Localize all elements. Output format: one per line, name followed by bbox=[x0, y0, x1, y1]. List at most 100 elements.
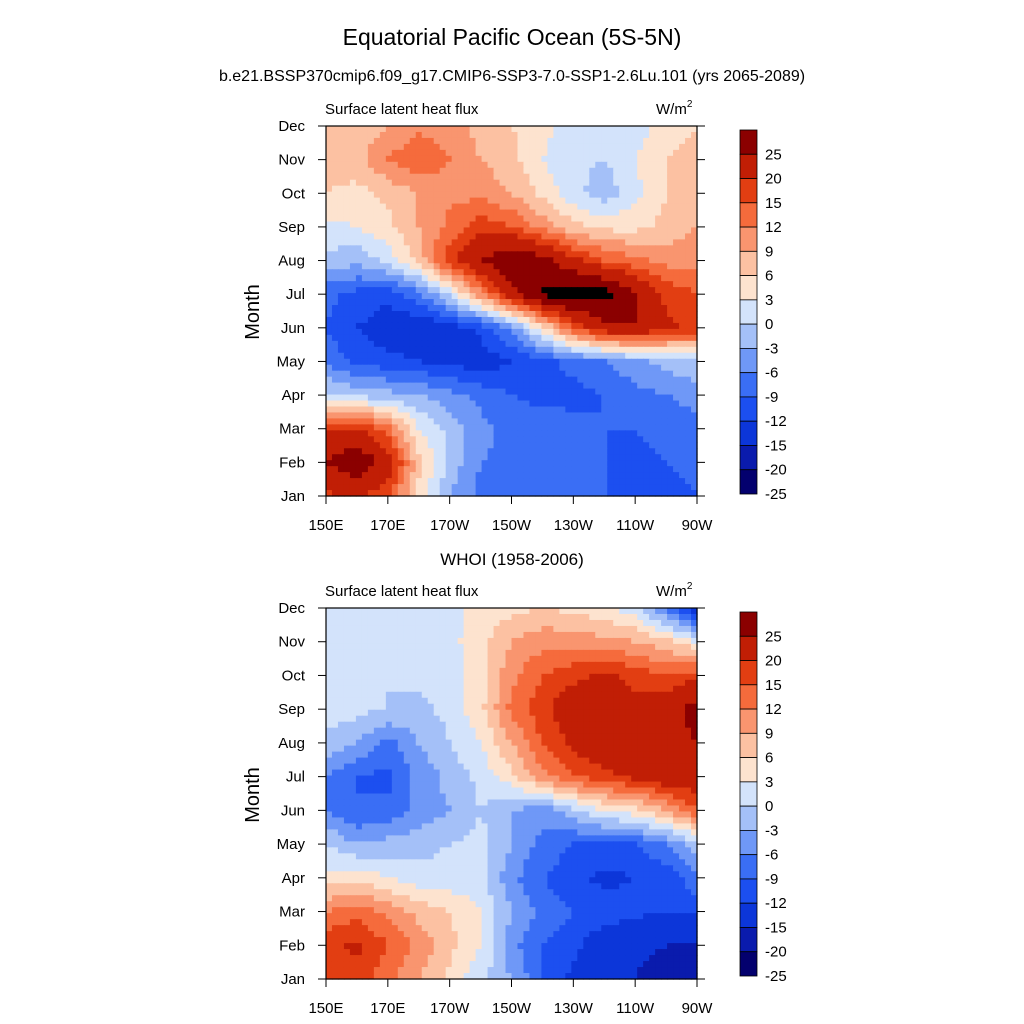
heatmap-cell bbox=[691, 394, 698, 402]
heatmap-cell bbox=[529, 406, 537, 414]
heatmap-cell bbox=[457, 382, 465, 390]
heatmap-cell bbox=[379, 358, 387, 366]
heatmap-cell bbox=[403, 340, 411, 348]
heatmap-cell bbox=[361, 364, 369, 372]
heatmap-cell bbox=[583, 346, 590, 354]
heatmap-cell bbox=[499, 608, 507, 615]
heatmap-cell bbox=[439, 454, 447, 461]
heatmap-cell bbox=[409, 263, 417, 270]
heatmap-cell bbox=[355, 484, 363, 491]
heatmap-cell bbox=[643, 370, 650, 378]
heatmap-cell bbox=[499, 340, 507, 348]
heatmap-cell bbox=[601, 334, 608, 342]
heatmap-cell bbox=[469, 685, 477, 693]
heatmap-cell bbox=[331, 643, 339, 651]
heatmap-cell bbox=[541, 382, 548, 390]
heatmap-cell bbox=[559, 209, 566, 217]
heatmap-cell bbox=[607, 221, 614, 229]
heatmap-cell bbox=[373, 460, 381, 467]
heatmap-cell bbox=[625, 448, 632, 455]
heatmap-cell bbox=[679, 466, 686, 473]
heatmap-cell bbox=[529, 137, 537, 145]
heatmap-cell bbox=[421, 257, 429, 264]
heatmap-cell bbox=[553, 370, 560, 378]
heatmap-cell bbox=[415, 661, 423, 669]
heatmap-cell bbox=[355, 697, 363, 705]
heatmap-cell bbox=[463, 430, 471, 437]
heatmap-cell bbox=[553, 643, 560, 651]
heatmap-cell bbox=[691, 328, 698, 336]
heatmap-cell bbox=[535, 191, 543, 199]
heatmap-cell bbox=[655, 340, 662, 348]
heatmap-cell bbox=[433, 358, 441, 366]
heatmap-cell bbox=[487, 631, 495, 639]
heatmap-cell bbox=[367, 400, 375, 408]
heatmap-cell bbox=[607, 191, 614, 199]
heatmap-cell bbox=[571, 608, 578, 615]
heatmap-cell bbox=[427, 305, 435, 312]
heatmap-cell bbox=[565, 149, 572, 157]
heatmap-cell bbox=[337, 685, 345, 693]
heatmap-cell bbox=[553, 442, 560, 449]
heatmap-cell bbox=[439, 316, 447, 324]
heatmap-cell bbox=[367, 448, 375, 455]
heatmap-cell bbox=[439, 697, 447, 705]
heatmap-cell bbox=[625, 215, 632, 223]
heatmap-cell bbox=[487, 197, 495, 205]
heatmap-cell bbox=[565, 126, 572, 133]
heatmap-cell bbox=[673, 251, 680, 258]
heatmap-cell bbox=[451, 370, 459, 378]
heatmap-cell bbox=[673, 454, 680, 461]
heatmap-cell bbox=[661, 637, 668, 645]
heatmap-cell bbox=[679, 673, 686, 681]
heatmap-cell bbox=[529, 167, 537, 175]
heatmap-cell bbox=[445, 346, 453, 354]
heatmap-cell bbox=[511, 179, 519, 187]
heatmap-cell bbox=[541, 126, 548, 133]
heatmap-cell bbox=[673, 209, 680, 217]
heatmap-cell bbox=[529, 643, 537, 651]
heatmap-cell bbox=[517, 269, 525, 276]
heatmap-cell bbox=[355, 625, 363, 633]
heatmap-cell bbox=[403, 143, 411, 151]
heatmap-cell bbox=[523, 454, 531, 461]
heatmap-cell bbox=[367, 203, 375, 211]
heatmap-cell bbox=[373, 643, 381, 651]
heatmap-cell bbox=[613, 448, 620, 455]
heatmap-cell bbox=[397, 149, 405, 157]
heatmap-cell bbox=[667, 691, 674, 699]
heatmap-cell bbox=[583, 364, 590, 372]
heatmap-cell bbox=[619, 346, 626, 354]
heatmap-cell bbox=[667, 346, 674, 354]
heatmap-cell bbox=[511, 436, 519, 443]
heatmap-cell bbox=[511, 257, 519, 264]
heatmap-cell bbox=[583, 619, 590, 627]
heatmap-cell bbox=[691, 619, 698, 627]
heatmap-cell bbox=[505, 703, 513, 711]
heatmap-cell bbox=[559, 179, 566, 187]
colorbar-swatch bbox=[739, 372, 758, 398]
heatmap-cell bbox=[613, 478, 620, 485]
heatmap-cell bbox=[445, 478, 453, 485]
heatmap-cell bbox=[337, 179, 345, 187]
heatmap-cell bbox=[619, 484, 626, 491]
heatmap-cell bbox=[559, 478, 566, 485]
heatmap-cell bbox=[493, 418, 501, 425]
heatmap-cell bbox=[343, 442, 351, 449]
heatmap-cell bbox=[685, 637, 692, 645]
heatmap-cell bbox=[631, 126, 638, 133]
heatmap-cell bbox=[373, 143, 381, 151]
heatmap-cell bbox=[391, 436, 399, 443]
heatmap-cell bbox=[505, 221, 513, 229]
heatmap-cell bbox=[379, 460, 387, 467]
heatmap-cell bbox=[409, 466, 417, 473]
heatmap-cell bbox=[451, 167, 459, 175]
heatmap-cell bbox=[517, 322, 525, 330]
heatmap-cell bbox=[673, 227, 680, 235]
heatmap-cell bbox=[487, 143, 495, 151]
heatmap-cell bbox=[469, 649, 477, 657]
heatmap-cell bbox=[601, 388, 608, 396]
heatmap-cell bbox=[655, 251, 662, 258]
heatmap-cell bbox=[451, 478, 459, 485]
